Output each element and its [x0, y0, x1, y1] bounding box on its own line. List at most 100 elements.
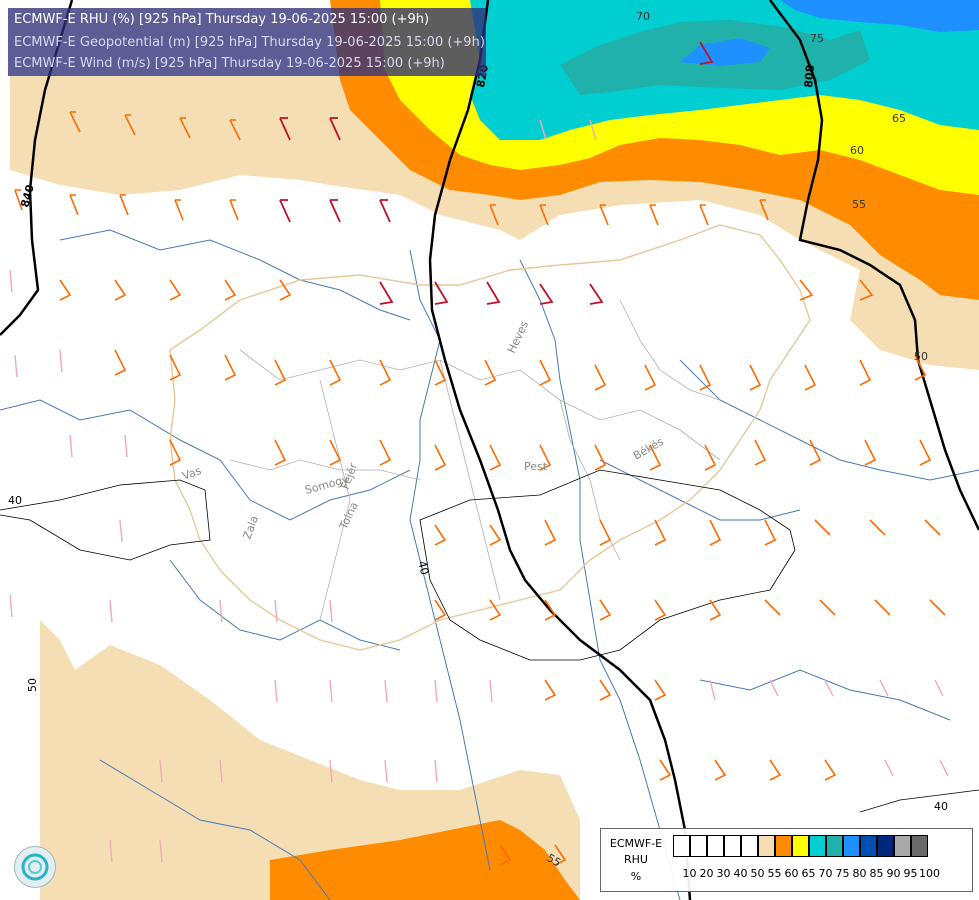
- logo-icon: [14, 846, 56, 888]
- rhu-label: 55: [852, 198, 866, 211]
- legend-title-model: ECMWF-E: [609, 837, 663, 850]
- wind-barb: [594, 444, 607, 471]
- legend-swatch: [673, 835, 690, 857]
- wind-barb: [109, 599, 113, 623]
- wind-barb: [169, 439, 182, 466]
- legend-label: 10: [682, 867, 697, 880]
- legend-label: 40: [733, 867, 748, 880]
- wind-barb: [599, 519, 612, 546]
- wind-barb: [69, 434, 73, 458]
- wind-barb: [929, 599, 946, 616]
- wind-barb: [434, 281, 449, 305]
- strong-wind-barb-layer: [279, 41, 714, 305]
- legend-swatch: [741, 835, 758, 857]
- wind-barb: [274, 439, 287, 466]
- header-title-rhu: ECMWF-E RHU (%) [925 hPa] Thursday 19-06…: [14, 12, 430, 27]
- wind-barb: [759, 199, 769, 221]
- country-border: [169, 224, 811, 651]
- wind-barb: [174, 199, 184, 221]
- wind-barb: [824, 679, 834, 697]
- wind-barb: [544, 599, 557, 621]
- wind-barb: [924, 519, 941, 536]
- wind-barb: [769, 759, 782, 781]
- place-labels: Heves Pest Békés Vas Zala Somogy Fejér T…: [181, 319, 667, 541]
- region-line: [0, 479, 211, 561]
- wind-barb: [489, 524, 502, 546]
- river-line: [699, 669, 951, 721]
- legend-swatch: [792, 835, 809, 857]
- legend-swatch: [860, 835, 877, 857]
- wind-barb: [589, 119, 597, 141]
- legend-label: 50: [750, 867, 765, 880]
- wind-barb: [14, 354, 18, 378]
- wind-barb: [109, 839, 113, 863]
- legend-title-unit: %: [630, 870, 642, 883]
- legend-label: 65: [801, 867, 816, 880]
- wind-barb: [699, 364, 712, 391]
- wind-barb: [539, 359, 552, 386]
- geopotential-label: 808: [802, 64, 817, 88]
- wind-barb: [704, 444, 717, 471]
- wind-barb: [489, 204, 499, 226]
- wind-barb: [124, 434, 128, 458]
- wind-barb: [219, 759, 223, 783]
- wind-barb: [749, 364, 762, 391]
- rhu-80-north-b: [780, 0, 979, 32]
- place-label-tolna: Tolna: [337, 500, 361, 532]
- wind-barb: [69, 194, 79, 216]
- wind-barb: [489, 444, 502, 471]
- wind-barb: [819, 599, 836, 616]
- wind-barb: [769, 679, 779, 697]
- county-border: [619, 299, 721, 401]
- region-line: [419, 469, 796, 661]
- wind-barb: [229, 199, 239, 221]
- rhu-fill-layer: [10, 0, 979, 900]
- wind-barb: [279, 199, 291, 223]
- river-line: [59, 229, 411, 321]
- legend-swatch: [877, 835, 894, 857]
- wind-barb: [934, 679, 944, 697]
- legend-labels: 10 20 30 40 50 55 60 65 70 75 80 85 90 95 100: [681, 867, 941, 880]
- wind-barb: [169, 354, 182, 381]
- wind-barb: [654, 519, 667, 546]
- rhu-labels: 70 75 65 60 55 50 55: [545, 10, 929, 870]
- wind-barb: [599, 204, 609, 226]
- light-wind-barb-layer: [9, 119, 949, 863]
- wind-barb: [114, 279, 127, 301]
- rhu-label: 65: [892, 112, 906, 125]
- river-line: [519, 259, 681, 900]
- legend-swatch: [911, 835, 928, 857]
- wind-barb: [434, 359, 447, 386]
- wind-barb: [589, 283, 604, 305]
- wind-barb: [599, 599, 612, 621]
- wind-barb: [486, 281, 501, 305]
- wind-barb: [434, 759, 438, 783]
- legend-label: 75: [835, 867, 850, 880]
- wind-barb: [229, 119, 241, 141]
- wind-barb: [279, 117, 291, 141]
- wind-barb: [329, 117, 341, 141]
- geopotential-808-line: [769, 0, 979, 531]
- wind-barb: [699, 41, 714, 65]
- border-layer: [169, 224, 811, 651]
- wind-barb: [114, 349, 127, 376]
- wind-barb: [654, 679, 667, 701]
- wind-barb: [939, 759, 949, 777]
- header-title-wind: ECMWF-E Wind (m/s) [925 hPa] Thursday 19…: [14, 56, 445, 71]
- wind-barb: [544, 519, 557, 546]
- wind-barb: [9, 269, 13, 293]
- region-line: [859, 789, 979, 813]
- wind-barb: [714, 759, 727, 781]
- wind-barb: [384, 679, 388, 703]
- wind-barb: [874, 599, 891, 616]
- wind-barb: [14, 189, 23, 211]
- wind-barb: [539, 444, 552, 471]
- wind-barb: [489, 599, 502, 621]
- wind-barb: [539, 119, 547, 141]
- wind-barb: [484, 359, 497, 386]
- region-line-layer: [0, 469, 979, 813]
- wind-barb: [59, 349, 63, 373]
- legend-label: 60: [784, 867, 799, 880]
- legend-label: 55: [767, 867, 782, 880]
- wind-barb: [824, 759, 837, 781]
